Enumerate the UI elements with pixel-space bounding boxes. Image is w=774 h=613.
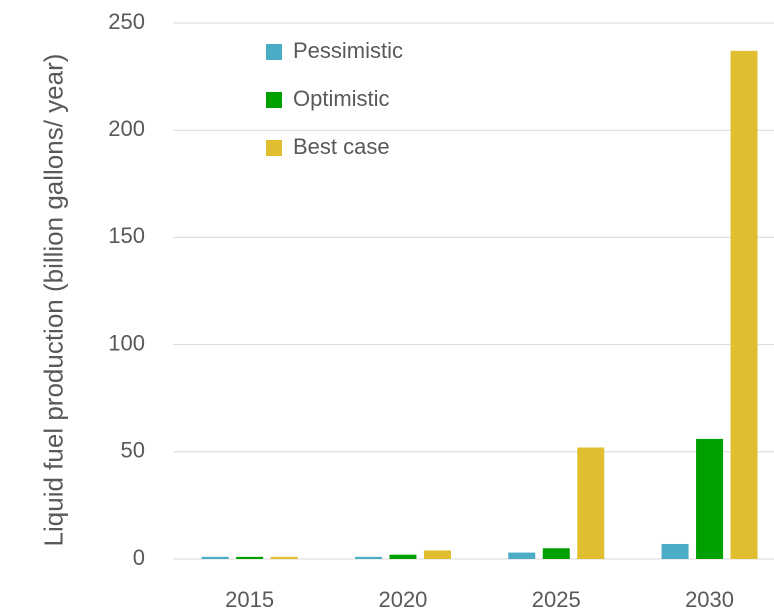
legend-label: Best case: [293, 134, 390, 159]
y-tick-label: 250: [108, 9, 145, 34]
x-tick-label: 2025: [532, 587, 581, 612]
legend-swatch: [266, 92, 282, 108]
bar: [270, 556, 298, 559]
bar: [577, 447, 605, 559]
legend-label: Pessimistic: [293, 38, 403, 63]
bar: [236, 556, 264, 559]
bar: [661, 543, 689, 559]
y-axis-label: Liquid fuel production (billion gallons/…: [38, 53, 69, 547]
bar: [423, 550, 451, 559]
y-tick-label: 0: [133, 545, 145, 570]
bar: [354, 556, 382, 559]
y-tick-label: 150: [108, 223, 145, 248]
bar: [201, 556, 229, 559]
bar: [696, 438, 724, 559]
bar: [389, 554, 417, 559]
y-tick-label: 200: [108, 116, 145, 141]
y-tick-label: 100: [108, 330, 145, 355]
x-tick-label: 2020: [378, 587, 427, 612]
bar: [730, 50, 758, 559]
legend-label: Optimistic: [293, 86, 390, 111]
x-tick-label: 2030: [685, 587, 734, 612]
bar: [508, 552, 536, 559]
legend-swatch: [266, 44, 282, 60]
bar: [542, 548, 570, 559]
y-tick-label: 50: [121, 438, 145, 463]
legend-swatch: [266, 140, 282, 156]
x-tick-label: 2015: [225, 587, 274, 612]
